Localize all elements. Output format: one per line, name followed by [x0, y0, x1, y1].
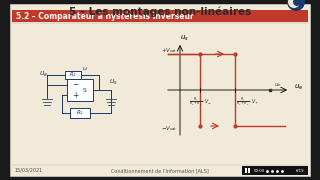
- Text: 15/03/2021: 15/03/2021: [14, 168, 42, 173]
- Text: −: −: [72, 80, 78, 89]
- Text: $u_s$: $u_s$: [180, 33, 188, 43]
- Text: $R_1$: $R_1$: [69, 71, 77, 79]
- Bar: [248, 168, 250, 173]
- Bar: [12, 10, 308, 22]
- Circle shape: [288, 0, 300, 8]
- Text: 5 – Les montages non-linéaires: 5 – Les montages non-linéaires: [69, 7, 251, 17]
- Circle shape: [287, 0, 305, 11]
- Bar: [65, 71, 81, 79]
- Text: $u_e$: $u_e$: [274, 81, 282, 89]
- Text: $+V_{sat}$: $+V_{sat}$: [161, 47, 177, 55]
- Text: $u_e$: $u_e$: [39, 69, 49, 79]
- Text: $\frac{R_1}{R_1+R_2} \cdot V_{+}$: $\frac{R_1}{R_1+R_2} \cdot V_{+}$: [236, 96, 259, 108]
- Text: $R_2$: $R_2$: [76, 109, 84, 118]
- Text: S: S: [83, 87, 87, 93]
- Text: 5.2 – Comparateur à hystérésis inverseur: 5.2 – Comparateur à hystérésis inverseur: [16, 11, 194, 21]
- Text: +: +: [72, 91, 78, 100]
- Bar: [70, 108, 90, 118]
- Text: $u_e$: $u_e$: [294, 82, 303, 92]
- Text: Conditionnement de l’information [ALS]: Conditionnement de l’information [ALS]: [111, 168, 209, 173]
- Text: $-V_{sat}$: $-V_{sat}$: [161, 125, 177, 133]
- Text: $\omega$: $\omega$: [82, 65, 88, 72]
- Circle shape: [293, 0, 301, 6]
- Text: $u_s$: $u_s$: [108, 77, 117, 87]
- Bar: [242, 166, 308, 175]
- Text: 00:00: 00:00: [254, 168, 265, 172]
- Bar: [67, 79, 93, 101]
- Text: $\frac{R_1}{R_1+R_2} \cdot V_{-}$: $\frac{R_1}{R_1+R_2} \cdot V_{-}$: [188, 96, 212, 108]
- Text: 6/19: 6/19: [295, 168, 304, 172]
- Bar: [245, 168, 247, 173]
